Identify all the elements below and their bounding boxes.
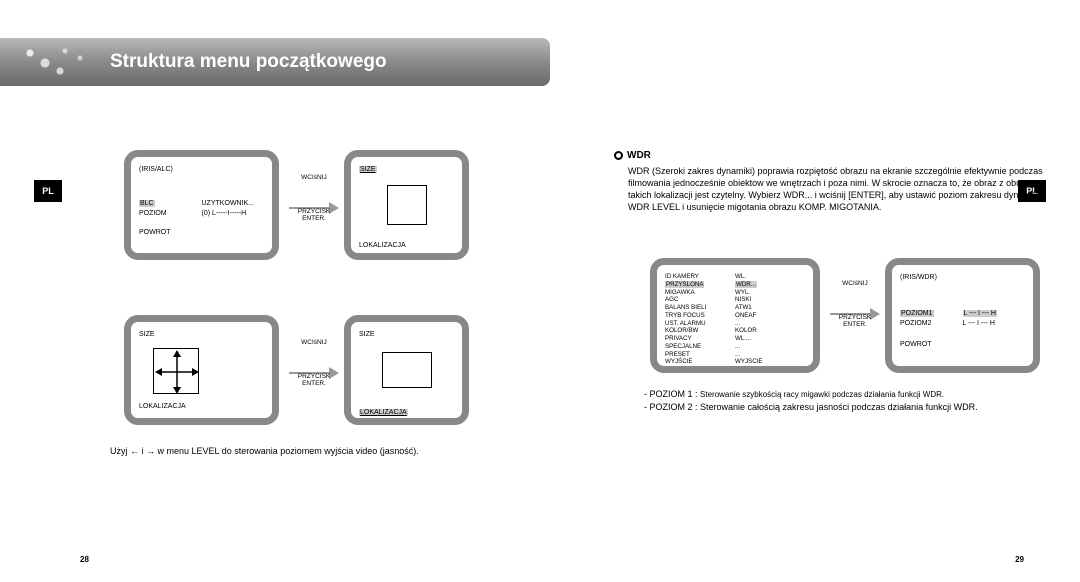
arrow-label: PRZYCISK ENTER. [284,208,344,222]
menu-row: PRZYSLONAWDR... [665,281,805,289]
menu-key: SPECJALNE [665,343,735,351]
lang-badge-left: PL [34,180,62,202]
menu-val: WL.... [735,335,805,343]
arrow-label: PRZYCISK ENTER. [284,373,344,387]
menu-key: MIGAWKA [665,289,735,297]
menu-row: AGCNISKI [665,296,805,304]
menu-row: MIGAWKAWYL. [665,289,805,297]
poziom2-val: L --- I --- H [963,319,1026,329]
level1-desc: Sterowanie szybkością racy migawki podcz… [700,390,944,399]
water-drops-decor [15,43,95,81]
menu-row: TRYB FOCUSONEAF [665,312,805,320]
menu-powrot: POWROT [139,228,264,238]
lokalizacja-label: LOKALIZACJA [359,241,454,251]
screen-main-menu: ID KAMERYWL.PRZYSLONAWDR...MIGAWKAWYL.AG… [650,258,820,373]
menu-val: ATW1 [735,304,805,312]
menu-key: PRZYSLONA [665,281,735,289]
menu-row: ID KAMERYWL. [665,273,805,281]
screen-size-2: SIZE LOKALIZACJA [344,315,469,425]
menu-val: WYJSCIE [735,358,805,366]
menu-val: WDR... [735,281,805,289]
page-banner: Struktura menu początkowego [0,38,550,86]
inner-cross-rect [153,348,199,394]
size-label: SIZE [139,331,155,338]
menu-val: NISKI [735,296,805,304]
page-title: Struktura menu początkowego [110,51,387,73]
page-number-right: 29 [1015,555,1024,564]
menu-poziom: POZIOM [139,209,202,219]
screen-header: (IRIS/WDR) [900,273,1025,283]
cross-arrows-icon [154,349,200,395]
arrow-right-1: WCIśNIJ PRZYCISK ENTER. [289,202,339,214]
menu-key: BALANS BIELI [665,304,735,312]
arrow-label: PRZYCISK ENTER. [825,314,885,328]
screen-size-1: SIZE LOKALIZACJA [344,150,469,260]
level1-line: - POZIOM 1 : Sterowanie szybkością racy … [644,388,1064,401]
poziom1-val: L --- I --- H [963,310,997,317]
arrow-label: WCIśNIJ [284,339,344,346]
menu-val: WL. [735,273,805,281]
menu-row: KOLOR/BWKOLOR [665,327,805,335]
menu-key: KOLOR/BW [665,327,735,335]
poziom2: POZIOM2 [900,319,963,329]
menu-row: UST. ALARMU... [665,320,805,328]
arrow-label: WCIśNIJ [284,174,344,181]
menu-uzytkownik: UZYTKOWNIK... [202,199,265,209]
arrow-right-2: WCIśNIJ PRZYCISK ENTER. [289,367,339,379]
ring-icon [614,151,623,160]
menu-row: BALANS BIELIATW1 [665,304,805,312]
menu-row: WYJŚCIEWYJSCIE [665,358,805,366]
menu-key: ID KAMERY [665,273,735,281]
menu-poziom-val: (0) L-----I-----H [202,209,265,219]
screen-size-cross: SIZE LOKALIZACJA [124,315,279,425]
page-number-left: 28 [80,555,89,564]
menu-val: ONEAF [735,312,805,320]
menu-row: PRIVACYWL.... [665,335,805,343]
wdr-title: WDR [627,150,651,161]
inner-rect [387,185,427,225]
wdr-body-text: WDR (Szeroki zakres dynamiki) poprawia r… [614,165,1044,214]
menu-val: KOLOR [735,327,805,335]
menu-key: TRYB FOCUS [665,312,735,320]
menu-key: AGC [665,296,735,304]
menu-val: ... [735,343,805,351]
powrot: POWROT [900,340,1025,350]
screen-iris-alc: (IRIS/ALC) BLC UZYTKOWNIK... POZIOM (0) … [124,150,279,260]
wdr-heading: WDR [614,150,1044,161]
lokalizacja-label: LOKALIZACJA [359,409,408,416]
arrow-right-3: WCIśNIJ PRZYCISK ENTER. [830,308,880,320]
menu-key: UST. ALARMU [665,320,735,328]
lokalizacja-label: LOKALIZACJA [139,402,264,412]
level2-line: - POZIOM 2 : Sterowanie całością zakresu… [644,401,1064,413]
menu-val: WYL. [735,289,805,297]
instruction-text: Użyj ← i → w menu LEVEL do sterowania po… [110,445,510,458]
menu-blc: BLC [139,200,155,207]
size-label: SIZE [359,166,377,173]
size-label: SIZE [359,330,454,340]
level1-label: - POZIOM 1 : [644,389,698,399]
arrow-label: WCIśNIJ [825,280,885,287]
poziom1: POZIOM1 [900,310,934,317]
menu-val: ... [735,320,805,328]
inner-rect [382,352,432,388]
screen-iris-wdr: (IRIS/WDR) POZIOM1 L --- I --- H POZIOM2… [885,258,1040,373]
menu-key: WYJŚCIE [665,358,735,366]
menu-key: PRIVACY [665,335,735,343]
menu-row: SPECJALNE... [665,343,805,351]
menu-val: ... [735,351,805,359]
screen-header: (IRIS/ALC) [139,165,264,175]
